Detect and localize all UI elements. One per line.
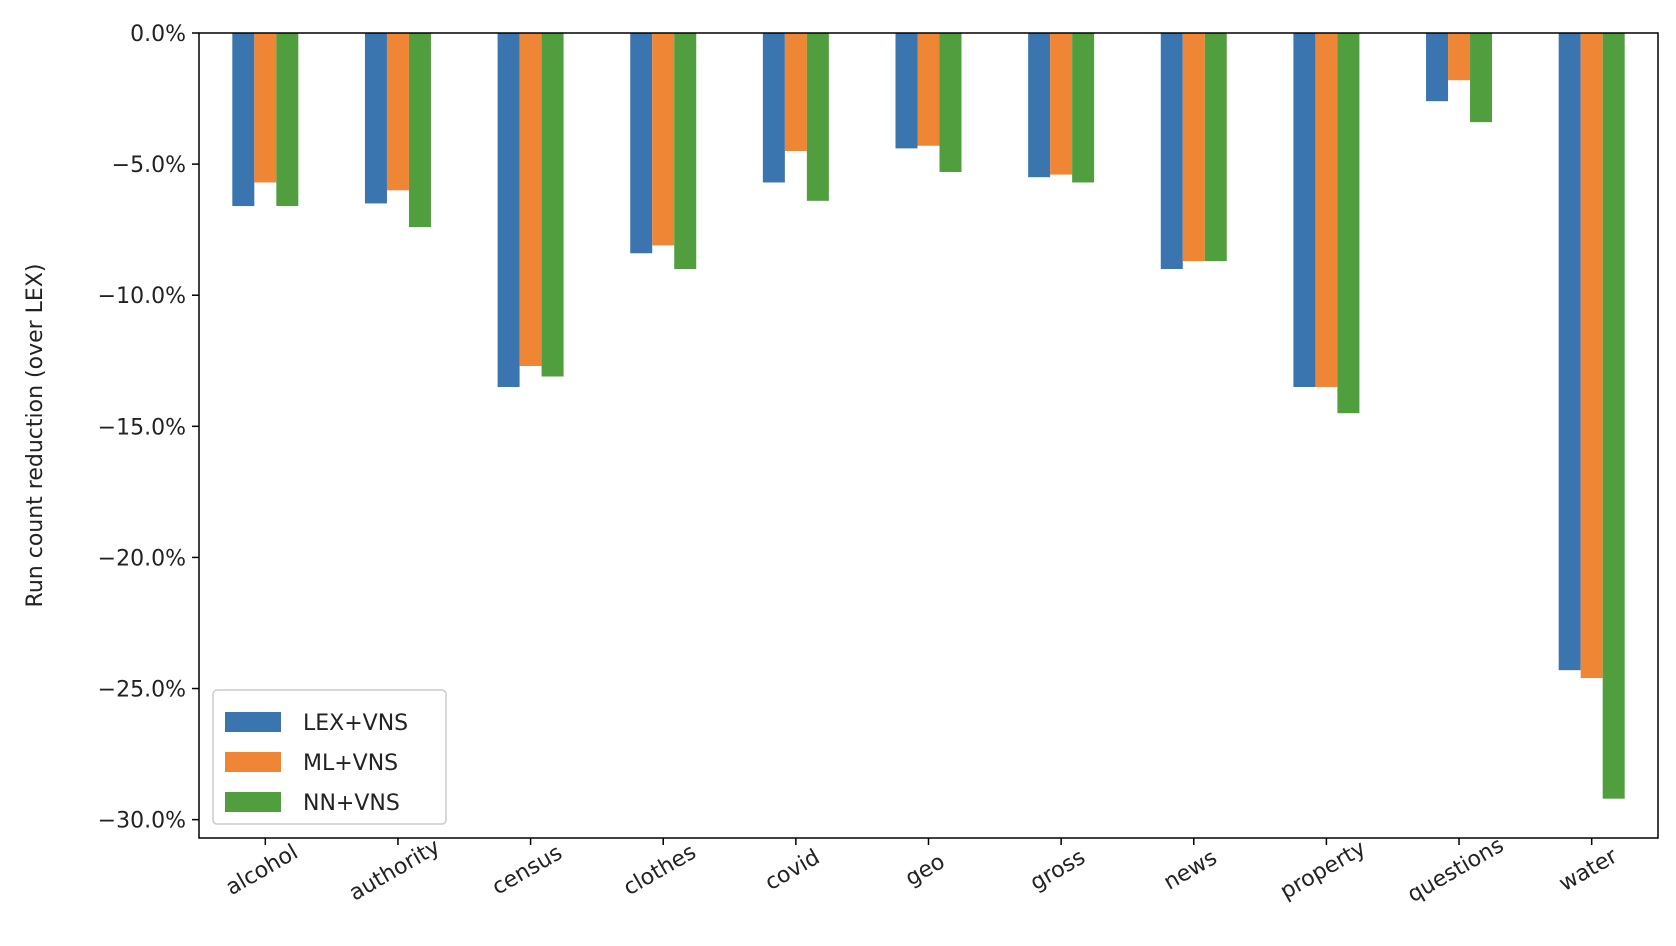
- bar-nn-vns-property: [1337, 33, 1360, 414]
- bar-ml-vns-clothes: [652, 33, 675, 246]
- legend-label-nn-vns: NN+VNS: [303, 791, 400, 816]
- x-tick-label-clothes: clothes: [619, 840, 700, 901]
- bar-lex-vns-questions: [1426, 33, 1449, 102]
- bar-lex-vns-alcohol: [232, 33, 255, 207]
- bar-nn-vns-gross: [1072, 33, 1095, 183]
- bar-ml-vns-water: [1580, 33, 1603, 679]
- bar-nn-vns-questions: [1470, 33, 1493, 123]
- y-tick-label: −30.0%: [98, 809, 186, 834]
- bar-nn-vns-covid: [806, 33, 829, 201]
- y-tick-label: −15.0%: [98, 415, 186, 440]
- bar-lex-vns-census: [497, 33, 520, 387]
- x-tick-label-property: property: [1276, 836, 1370, 905]
- bar-ml-vns-geo: [917, 33, 940, 146]
- legend-label-ml-vns: ML+VNS: [303, 751, 398, 776]
- bar-ml-vns-covid: [784, 33, 807, 151]
- bar-nn-vns-news: [1204, 33, 1227, 262]
- bar-ml-vns-news: [1182, 33, 1205, 262]
- y-tick-label: −20.0%: [98, 546, 186, 571]
- bar-lex-vns-news: [1160, 33, 1183, 269]
- bar-lex-vns-authority: [364, 33, 387, 204]
- y-tick-label: −25.0%: [98, 678, 186, 703]
- x-tick-label-gross: gross: [1026, 845, 1090, 896]
- bar-nn-vns-clothes: [674, 33, 697, 269]
- bar-ml-vns-census: [519, 33, 542, 367]
- legend-swatch-nn-vns: [225, 792, 281, 812]
- x-tick-label-alcohol: alcohol: [222, 840, 303, 901]
- x-tick-label-census: census: [488, 840, 567, 900]
- x-tick-label-geo: geo: [901, 849, 949, 891]
- bar-nn-vns-geo: [939, 33, 962, 172]
- bar-lex-vns-property: [1293, 33, 1316, 387]
- bar-ml-vns-authority: [386, 33, 409, 191]
- legend-swatch-ml-vns: [225, 752, 281, 772]
- bar-nn-vns-authority: [408, 33, 431, 228]
- bar-ml-vns-property: [1315, 33, 1338, 387]
- x-tick-label-water: water: [1555, 843, 1623, 896]
- bar-lex-vns-gross: [1028, 33, 1051, 178]
- bar-ml-vns-alcohol: [254, 33, 277, 183]
- x-tick-label-questions: questions: [1403, 833, 1508, 908]
- bar-lex-vns-covid: [762, 33, 785, 183]
- bar-nn-vns-alcohol: [276, 33, 299, 207]
- y-tick-label: 0.0%: [130, 22, 186, 47]
- bar-nn-vns-census: [541, 33, 564, 377]
- legend-swatch-lex-vns: [225, 712, 281, 732]
- bar-lex-vns-clothes: [630, 33, 653, 254]
- y-axis-label: Run count reduction (over LEX): [23, 264, 48, 608]
- y-tick-label: −10.0%: [98, 284, 186, 309]
- x-tick-label-covid: covid: [761, 845, 824, 896]
- bar-ml-vns-questions: [1448, 33, 1471, 81]
- legend-label-lex-vns: LEX+VNS: [303, 711, 408, 736]
- bar-lex-vns-geo: [895, 33, 918, 149]
- y-tick-label: −5.0%: [112, 153, 186, 178]
- bar-nn-vns-water: [1602, 33, 1625, 799]
- x-tick-label-authority: authority: [345, 834, 444, 906]
- plot-frame: [198, 32, 1659, 839]
- bar-ml-vns-gross: [1050, 33, 1073, 175]
- x-tick-label-news: news: [1160, 845, 1222, 895]
- bar-lex-vns-water: [1558, 33, 1581, 671]
